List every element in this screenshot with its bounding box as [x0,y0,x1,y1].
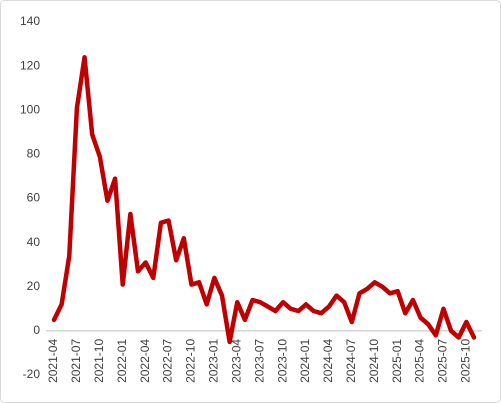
x-tick-label: 2023-07 [252,339,266,383]
line [51,55,477,345]
x-tick-label: 2021-04 [46,339,60,383]
y-tick-label: 60 [27,191,41,205]
x-tick-label: 2024-04 [321,339,335,383]
y-tick-label: 140 [20,14,40,28]
x-tick-label: 2025-04 [413,339,427,383]
x-tick-label: 2024-01 [298,339,312,383]
y-tick-label: 100 [20,102,40,116]
y-tick-label: -20 [23,367,41,381]
x-tick-label: 2023-04 [229,339,243,383]
x-tick-label: 2022-10 [184,339,198,383]
y-tick-label: 80 [27,147,41,161]
y-tick-label: 20 [27,279,41,293]
x-tick-label: 2025-10 [459,339,473,383]
y-tick-label: 0 [33,323,40,337]
x-tick-label: 2021-10 [92,339,106,383]
x-tick-label: 2021-07 [69,339,83,383]
x-tick-label: 2024-10 [367,339,381,383]
x-tick-label: 2022-07 [161,339,175,383]
y-tick-label: 120 [20,58,40,72]
y-tick-label: 40 [27,235,41,249]
x-tick-label: 2023-01 [207,339,221,383]
x-tick-label: 2023-10 [275,339,289,383]
x-tick-label: 2022-01 [115,339,129,383]
x-tick-label: 2025-01 [390,339,404,383]
x-tick-label: 2024-07 [344,339,358,383]
x-tick-label: 2025-07 [436,339,450,383]
x-tick-label: 2022-04 [138,339,152,383]
